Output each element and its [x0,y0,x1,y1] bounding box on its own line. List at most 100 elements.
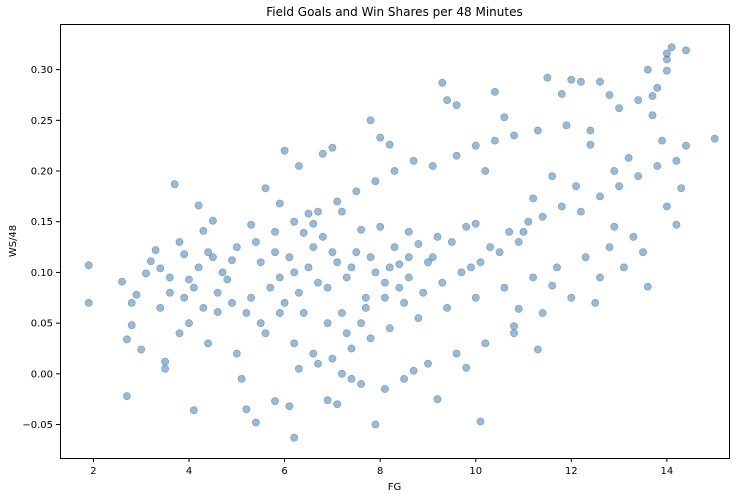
data-point [180,250,189,259]
y-tick-label: 0.10 [31,268,53,279]
data-point [404,227,413,236]
data-point [361,293,370,302]
data-point [648,111,657,120]
data-point [495,248,504,257]
data-point [185,319,193,327]
data-point [127,298,136,307]
data-point [161,364,169,373]
x-tick-label: 10 [469,466,482,477]
data-point [357,319,365,327]
x-tick-label: 2 [90,466,96,477]
data-point [596,192,604,201]
data-point [620,263,628,272]
data-point [333,197,342,206]
data-point [663,55,671,64]
data-point [419,288,428,297]
data-point [577,207,585,216]
data-point [524,217,533,226]
data-point [304,263,313,272]
data-point [280,146,289,155]
data-point [395,260,404,269]
data-point [557,90,566,98]
data-point [189,283,198,292]
data-point [180,293,189,302]
data-point [643,282,652,291]
data-point [256,258,265,267]
data-point [658,136,666,145]
data-point [84,261,93,270]
data-point [648,92,657,100]
data-point [404,253,413,262]
data-point [185,275,193,284]
data-point [409,156,418,165]
data-point [228,298,236,307]
data-point [146,257,155,266]
data-point [500,113,509,122]
x-axis-label: FG [388,482,402,493]
data-point [294,288,303,297]
data-point [357,225,365,234]
data-point [333,400,342,409]
data-point [548,172,557,180]
data-point [510,329,518,338]
data-point [385,140,394,149]
data-point [400,298,408,307]
data-point [471,293,480,302]
data-point [447,238,456,246]
data-point [194,263,203,272]
x-tick-label: 4 [186,466,192,477]
data-point [170,180,179,189]
data-point [634,96,643,104]
data-point [414,314,423,322]
data-point [290,339,299,348]
y-tick-label: −0.05 [22,420,53,431]
data-point [294,162,303,170]
data-point [199,303,208,312]
x-tick-label: 8 [377,466,383,477]
plot-area-frame [60,24,730,459]
data-point [371,177,380,186]
data-point [414,240,423,248]
data-point [271,248,279,257]
data-point [290,268,299,277]
data-point [304,209,313,218]
data-point [634,172,643,180]
data-point [567,293,576,302]
data-point [237,374,246,383]
data-point [199,226,208,235]
data-point [342,273,351,282]
data-point [333,258,342,267]
data-point [481,167,490,175]
data-point [84,298,93,307]
data-point [433,232,442,241]
data-point [510,131,518,140]
data-point [371,268,380,277]
data-point [261,184,270,193]
data-point [323,396,332,405]
data-point [352,248,361,257]
data-point [462,363,471,372]
data-point [337,369,346,378]
data-point [127,321,136,330]
y-tick-label: 0.25 [31,116,53,127]
data-point [314,359,322,368]
data-point [218,268,227,277]
data-point [424,359,432,368]
data-point [481,339,490,348]
data-point [361,303,370,312]
data-point [514,238,523,246]
data-point [376,222,385,231]
data-point [242,309,251,317]
data-point [534,126,542,135]
data-point [323,319,332,327]
data-point [247,293,255,302]
data-point [275,273,284,282]
data-point [142,269,150,278]
data-point [213,288,222,297]
data-point [280,298,289,307]
data-point [137,345,146,354]
data-point [462,222,471,231]
data-point [156,303,165,312]
data-point [314,207,322,216]
